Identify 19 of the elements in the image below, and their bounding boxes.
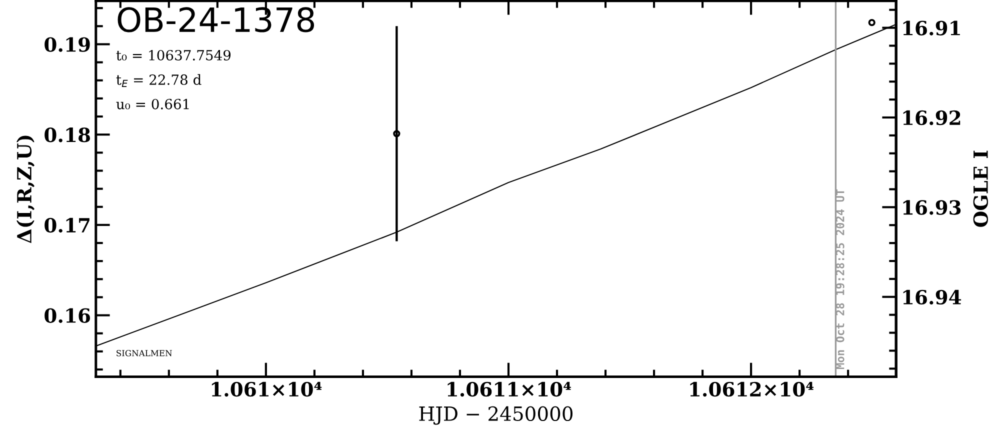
y2-tick-label: 16.93 xyxy=(903,200,961,215)
x-axis-title: HJD − 2450000 xyxy=(419,406,573,425)
x-tick-label: 1.061×10⁴ xyxy=(212,382,322,397)
y2-axis-title: OGLE I xyxy=(973,150,988,227)
annotation: u₀ = 0.661 xyxy=(116,98,189,110)
y-tick-label: 0.17 xyxy=(44,218,90,233)
x-tick-label: 1.0611×10⁴ xyxy=(448,382,571,397)
annotation: t₀ = 10637.7549 xyxy=(116,50,231,60)
y-tick-label: 0.16 xyxy=(44,308,90,323)
y-tick-label: 0.19 xyxy=(44,37,90,52)
annotation: t$_{E}$ = 22.78 d xyxy=(116,74,202,87)
y-tick-label: 0.18 xyxy=(44,128,90,142)
x-tick-label: 1.0612×10⁴ xyxy=(690,382,814,397)
annotation: SIGNALMEN xyxy=(116,350,172,356)
y-axis-title: Δ(I,R,Z,U) xyxy=(16,136,35,244)
y2-tick-label: 16.92 xyxy=(903,110,960,126)
chart-title: OB-24-1378 xyxy=(118,7,314,32)
y2-tick-label: 16.91 xyxy=(903,20,960,36)
y2-tick-label: 16.94 xyxy=(903,290,962,305)
